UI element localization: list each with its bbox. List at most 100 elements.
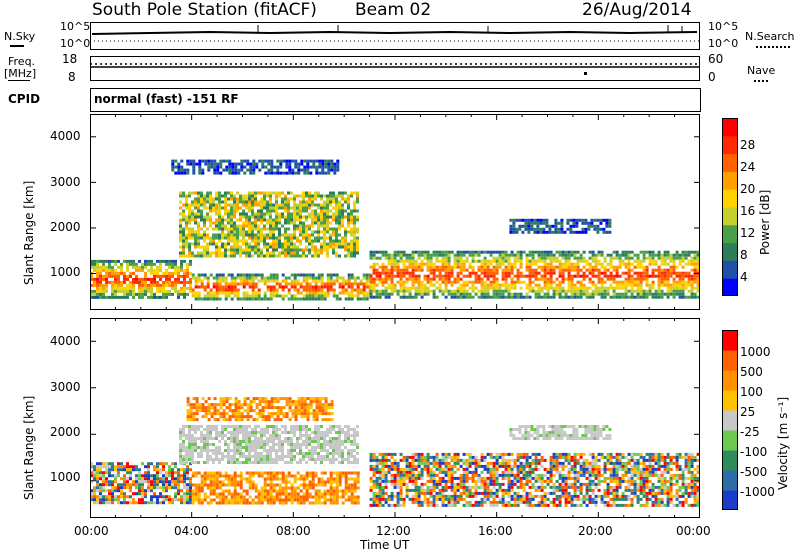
- velocity-cell: [165, 480, 168, 484]
- power-cell: [320, 221, 323, 225]
- velocity-cell: [197, 446, 200, 449]
- power-cell: [117, 283, 120, 287]
- velocity-cell: [174, 465, 177, 469]
- velocity-cell: [126, 477, 129, 481]
- power-cell: [126, 289, 129, 293]
- power-cell: [179, 245, 182, 249]
- power-cell: [527, 218, 531, 222]
- power-cell: [630, 268, 634, 272]
- power-cell: [648, 256, 652, 260]
- power-cell: [681, 289, 685, 293]
- power-cell: [224, 297, 228, 301]
- power-cell: [191, 200, 194, 204]
- power-cell: [347, 200, 350, 204]
- power-cell: [305, 209, 308, 213]
- power-cell: [660, 280, 664, 284]
- power-cell: [329, 221, 332, 225]
- power-cell: [294, 159, 298, 163]
- velocity-cell: [209, 428, 212, 431]
- power-cell: [356, 282, 360, 286]
- power-cell: [269, 297, 273, 301]
- power-cell: [696, 286, 700, 290]
- power-cell: [159, 259, 162, 263]
- power-cell: [323, 282, 327, 286]
- velocity-cell: [209, 449, 212, 452]
- power-cell: [369, 283, 373, 287]
- velocity-cell: [215, 452, 218, 455]
- velocity-cell: [105, 462, 108, 466]
- velocity-cell: [197, 483, 201, 487]
- power-cell: [141, 268, 144, 272]
- velocity-cell: [290, 431, 293, 434]
- power-cell: [353, 276, 357, 280]
- power-cell: [599, 218, 603, 222]
- power-cell: [584, 227, 588, 231]
- velocity-cell: [179, 458, 182, 461]
- power-cell: [293, 285, 297, 289]
- power-cell: [657, 286, 661, 290]
- power-cell: [582, 265, 586, 269]
- power-cell: [236, 245, 239, 249]
- power-cell: [609, 274, 613, 278]
- power-cell: [486, 265, 490, 269]
- power-cell: [263, 191, 266, 195]
- power-cell: [320, 276, 324, 280]
- velocity-cell: [284, 492, 288, 496]
- power-cell: [527, 221, 531, 225]
- velocity-cell: [206, 474, 210, 478]
- power-cell: [299, 227, 302, 231]
- power-cell: [471, 265, 475, 269]
- power-cell: [332, 233, 335, 237]
- velocity-cell: [192, 418, 196, 422]
- velocity-cell: [230, 458, 233, 461]
- velocity-cell: [206, 425, 209, 428]
- power-cell: [603, 268, 607, 272]
- power-cell: [597, 280, 601, 284]
- power-cell: [180, 165, 184, 169]
- velocity-cell: [320, 492, 324, 496]
- power-cell: [341, 191, 344, 195]
- velocity-cell: [219, 397, 223, 401]
- power-cell: [518, 224, 522, 228]
- power-cell: [299, 200, 302, 204]
- power-cell: [303, 168, 307, 172]
- power-cell: [651, 259, 655, 263]
- velocity-cell: [284, 461, 287, 464]
- power-cell: [236, 230, 239, 234]
- power-cell: [287, 242, 290, 246]
- velocity-cell: [275, 471, 279, 475]
- power-cell: [347, 285, 351, 289]
- power-cell: [693, 295, 697, 299]
- power-cell: [258, 168, 262, 172]
- power-cell: [675, 283, 679, 287]
- power-cell: [180, 268, 183, 272]
- power-cell: [396, 262, 400, 266]
- power-cell: [302, 215, 305, 219]
- velocity-cell: [317, 498, 321, 502]
- power-cell: [308, 236, 311, 240]
- power-cell: [200, 218, 203, 222]
- velocity-cell: [275, 483, 279, 487]
- power-cell: [188, 194, 191, 198]
- power-cell: [426, 277, 430, 281]
- power-cell: [236, 273, 240, 277]
- power-cell: [528, 262, 532, 266]
- power-cbar-tick-24: 24: [740, 160, 756, 174]
- power-cell: [320, 206, 323, 210]
- power-cell: [323, 221, 326, 225]
- power-cell: [272, 254, 275, 258]
- velocity-cell: [305, 440, 308, 443]
- power-cell: [390, 277, 394, 281]
- power-cell: [615, 283, 619, 287]
- velocity-cell: [221, 425, 224, 428]
- power-cell: [293, 251, 296, 255]
- velocity-cell: [332, 477, 336, 481]
- velocity-cell: [326, 428, 329, 431]
- power-cell: [560, 227, 564, 231]
- velocity-cell: [239, 474, 243, 478]
- power-cell: [206, 279, 210, 283]
- power-cell: [179, 236, 182, 240]
- power-cell: [426, 280, 430, 284]
- power-cell: [624, 283, 628, 287]
- power-cell: [591, 253, 595, 257]
